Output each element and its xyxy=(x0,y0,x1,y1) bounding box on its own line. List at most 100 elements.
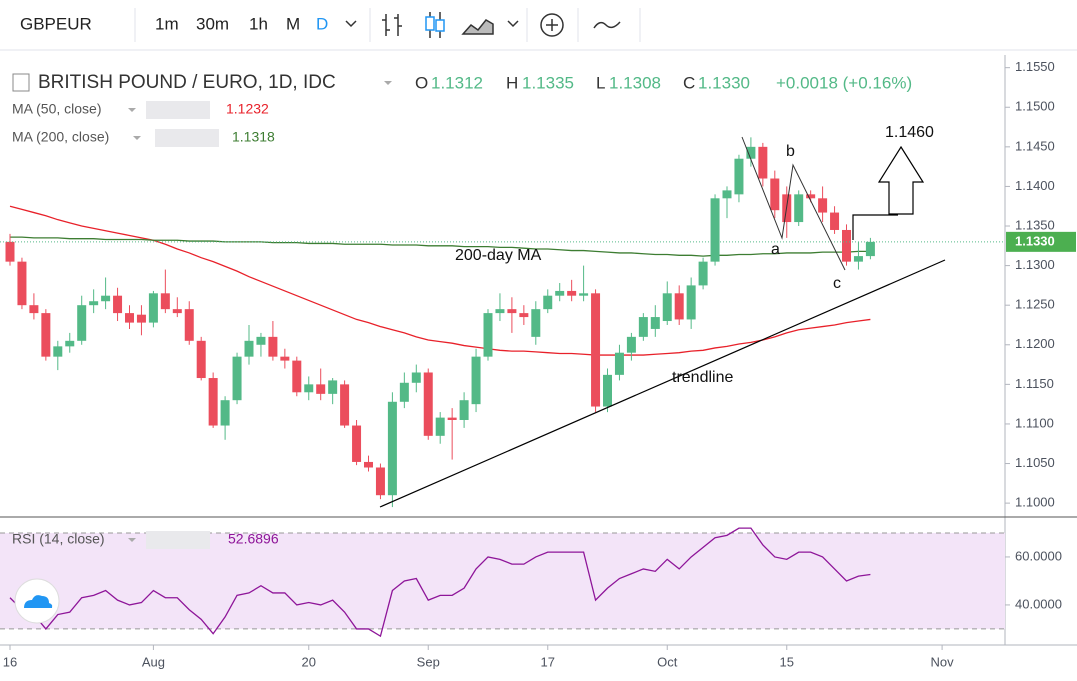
legends: MA (50, close) 1.1232 MA (200, close) 1.… xyxy=(12,101,279,624)
candle-body xyxy=(734,158,744,195)
candle-body xyxy=(818,198,828,213)
area-icon[interactable] xyxy=(461,19,494,35)
legend-controls[interactable] xyxy=(155,129,219,147)
dropdown-icon[interactable] xyxy=(345,20,357,28)
candle-body xyxy=(352,425,362,462)
candle-body xyxy=(41,313,51,357)
ma-note: 200-day MA xyxy=(455,247,542,264)
candle-body xyxy=(853,256,863,262)
candle-body xyxy=(567,290,577,296)
ohlc-key: H xyxy=(506,73,518,92)
symbol[interactable]: GBPEUR xyxy=(20,14,92,33)
y-tick-label: 60.0000 xyxy=(1015,548,1062,563)
candles-icon[interactable] xyxy=(425,16,435,31)
trendline-label: trendline xyxy=(672,369,733,386)
candle-body xyxy=(591,293,601,407)
candle-body xyxy=(746,146,756,159)
ohlc-value: 1.1330 xyxy=(698,73,750,92)
candle-body xyxy=(423,372,433,436)
legend-controls[interactable] xyxy=(146,101,210,119)
candle-body xyxy=(292,360,302,393)
candle-body xyxy=(65,340,75,347)
candle-body xyxy=(89,301,99,306)
candle-body xyxy=(579,293,589,296)
y-tick-label: 1.1350 xyxy=(1015,217,1055,232)
interval[interactable]: 30m xyxy=(196,14,229,33)
indicators-icon[interactable] xyxy=(546,19,558,31)
interval[interactable]: M xyxy=(286,14,300,33)
x-tick-label: Aug xyxy=(142,654,165,669)
bars-icon[interactable] xyxy=(382,14,402,36)
candle-body xyxy=(232,356,242,401)
dropdown-icon[interactable] xyxy=(507,20,519,28)
candle-body xyxy=(172,309,182,314)
candle-body xyxy=(340,384,350,426)
last-price-box xyxy=(1006,231,1076,252)
candle-body xyxy=(614,352,624,375)
candle-body xyxy=(794,194,804,223)
candle-body xyxy=(555,290,565,296)
legend-controls[interactable] xyxy=(146,531,210,549)
up-arrow xyxy=(877,145,925,215)
legend-entry[interactable]: RSI (14, close) xyxy=(12,531,105,547)
y-tick-label: 40.0000 xyxy=(1015,596,1062,611)
logo-icon[interactable] xyxy=(24,595,53,608)
x-tick-label: Nov xyxy=(931,654,955,669)
candle-body xyxy=(184,309,194,341)
candle-body xyxy=(328,380,338,394)
compare-icon[interactable] xyxy=(593,21,621,29)
line-series xyxy=(10,236,871,257)
candle-body xyxy=(399,382,409,402)
dropdown-icon[interactable] xyxy=(133,136,141,140)
interval[interactable]: 1h xyxy=(249,14,268,33)
candle-body xyxy=(113,295,123,314)
interval[interactable]: 1m xyxy=(155,14,179,33)
wave-label: a xyxy=(771,241,780,258)
candle-body xyxy=(483,313,493,357)
wave-lines xyxy=(741,136,846,271)
y-tick-label: 1.1100 xyxy=(1015,415,1054,430)
ohlc-value: 1.1308 xyxy=(609,73,661,92)
candles-icon[interactable] xyxy=(435,19,445,32)
candle-body xyxy=(507,309,517,314)
dropdown-icon[interactable] xyxy=(128,538,136,542)
candle-body xyxy=(5,241,15,262)
change: +0.0018 (+0.16%) xyxy=(776,73,912,92)
candle-body xyxy=(375,467,385,496)
trendline xyxy=(379,259,946,508)
line-series xyxy=(9,527,871,638)
target-label: 1.1460 xyxy=(885,124,934,141)
legend-entry[interactable]: MA (200, close) xyxy=(12,129,109,145)
candle-body xyxy=(435,417,445,436)
candle-body xyxy=(160,293,170,310)
interval-active[interactable]: D xyxy=(316,14,328,33)
candle-body xyxy=(148,293,158,323)
candle-body xyxy=(136,314,146,323)
y-tick-label: 1.1450 xyxy=(1015,138,1055,153)
candle-body xyxy=(830,212,840,230)
candle-body xyxy=(710,198,720,262)
y-tick-label: 1.1400 xyxy=(1015,178,1055,193)
dropdown-icon[interactable] xyxy=(384,81,392,85)
candle-body xyxy=(865,241,875,257)
wave-label: b xyxy=(786,143,795,160)
candle-body xyxy=(638,317,648,337)
symbol-icon xyxy=(12,73,30,92)
bracket xyxy=(852,214,898,240)
candle-body xyxy=(806,194,816,199)
candle-body xyxy=(626,336,636,353)
ohlc-key: C xyxy=(683,73,695,92)
candle-body xyxy=(53,346,63,357)
y-tick-label: 1.1550 xyxy=(1015,59,1055,74)
ohlc-value: 1.1335 xyxy=(522,73,574,92)
candle-body xyxy=(101,295,111,302)
candle-body xyxy=(662,293,672,322)
ohlc-key: O xyxy=(415,73,428,92)
dropdown-icon[interactable] xyxy=(128,108,136,112)
candle-body xyxy=(280,356,290,361)
legend-entry[interactable]: MA (50, close) xyxy=(12,101,101,117)
indicators-icon[interactable] xyxy=(540,13,564,37)
candle-body xyxy=(471,356,481,405)
candle-body xyxy=(196,340,206,379)
